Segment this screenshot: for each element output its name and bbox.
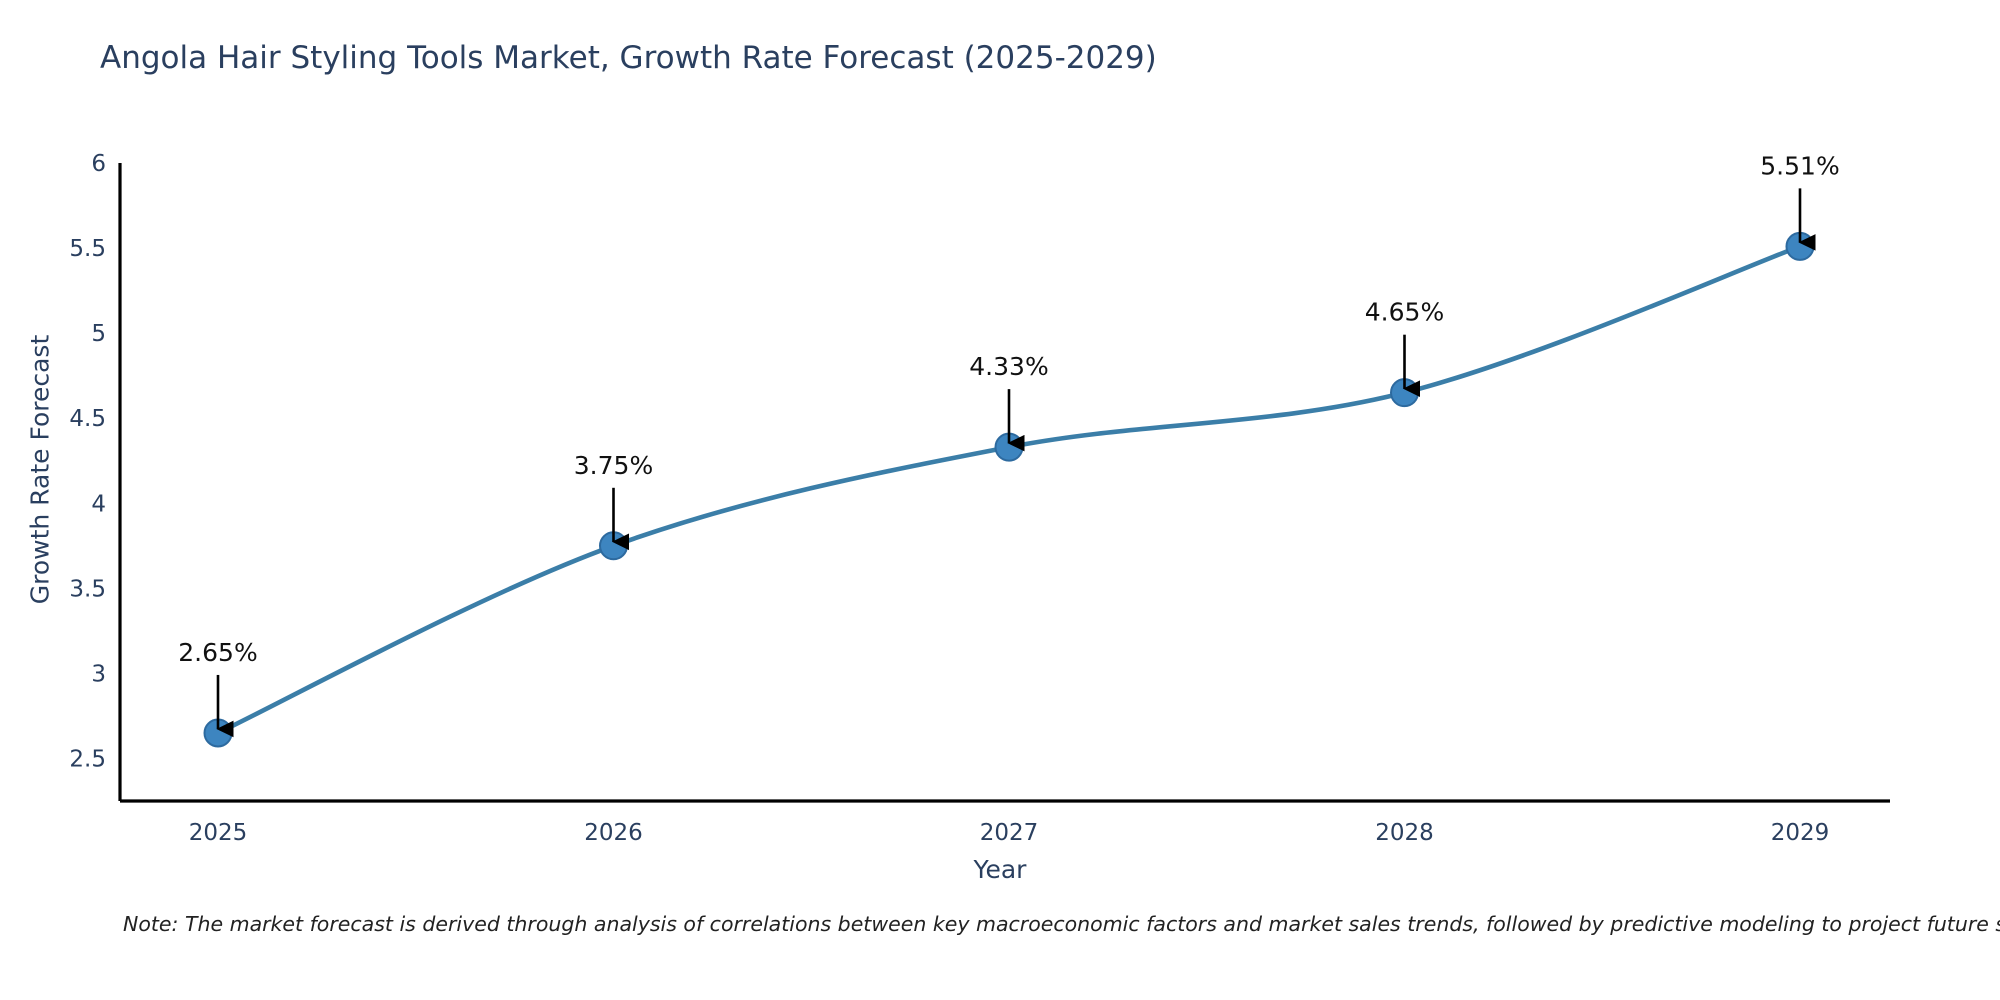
data-point-label: 2.65% [178,638,257,667]
x-tick-label: 2028 [1375,820,1434,846]
data-line-series [215,244,1803,736]
data-point-label: 5.51% [1760,151,1839,180]
chart-title: Angola Hair Styling Tools Market, Growth… [100,40,1157,76]
y-tick-label: 5.5 [69,236,106,262]
axis-spines [118,163,1890,803]
data-point-label: 3.75% [574,451,653,480]
y-tick-label: 4 [91,491,106,517]
y-tick-label: 3.5 [69,576,106,602]
x-axis-ticks: 2025 2026 2027 2028 2029 [189,820,1830,846]
x-tick-label: 2029 [1771,820,1830,846]
data-point-annotations: 2.65% 3.75% 4.33% 4.65% 5.51% [178,151,1840,738]
y-tick-label: 6 [91,151,106,177]
data-point-markers [203,231,1815,748]
x-axis-title: Year [973,855,1027,884]
x-tick-label: 2025 [189,820,248,846]
y-tick-label: 4.5 [69,406,106,432]
y-tick-label: 2.5 [69,746,106,772]
x-tick-label: 2026 [584,820,643,846]
y-tick-label: 3 [91,661,106,687]
chart-footnote: Note: The market forecast is derived thr… [123,912,2000,936]
x-tick-label: 2027 [980,820,1039,846]
y-tick-label: 5 [91,321,106,347]
y-axis-ticks: 2.5 3 3.5 4 4.5 5 5.5 6 [69,151,106,772]
data-point-label: 4.65% [1365,298,1444,327]
data-point-label: 4.33% [969,352,1048,381]
